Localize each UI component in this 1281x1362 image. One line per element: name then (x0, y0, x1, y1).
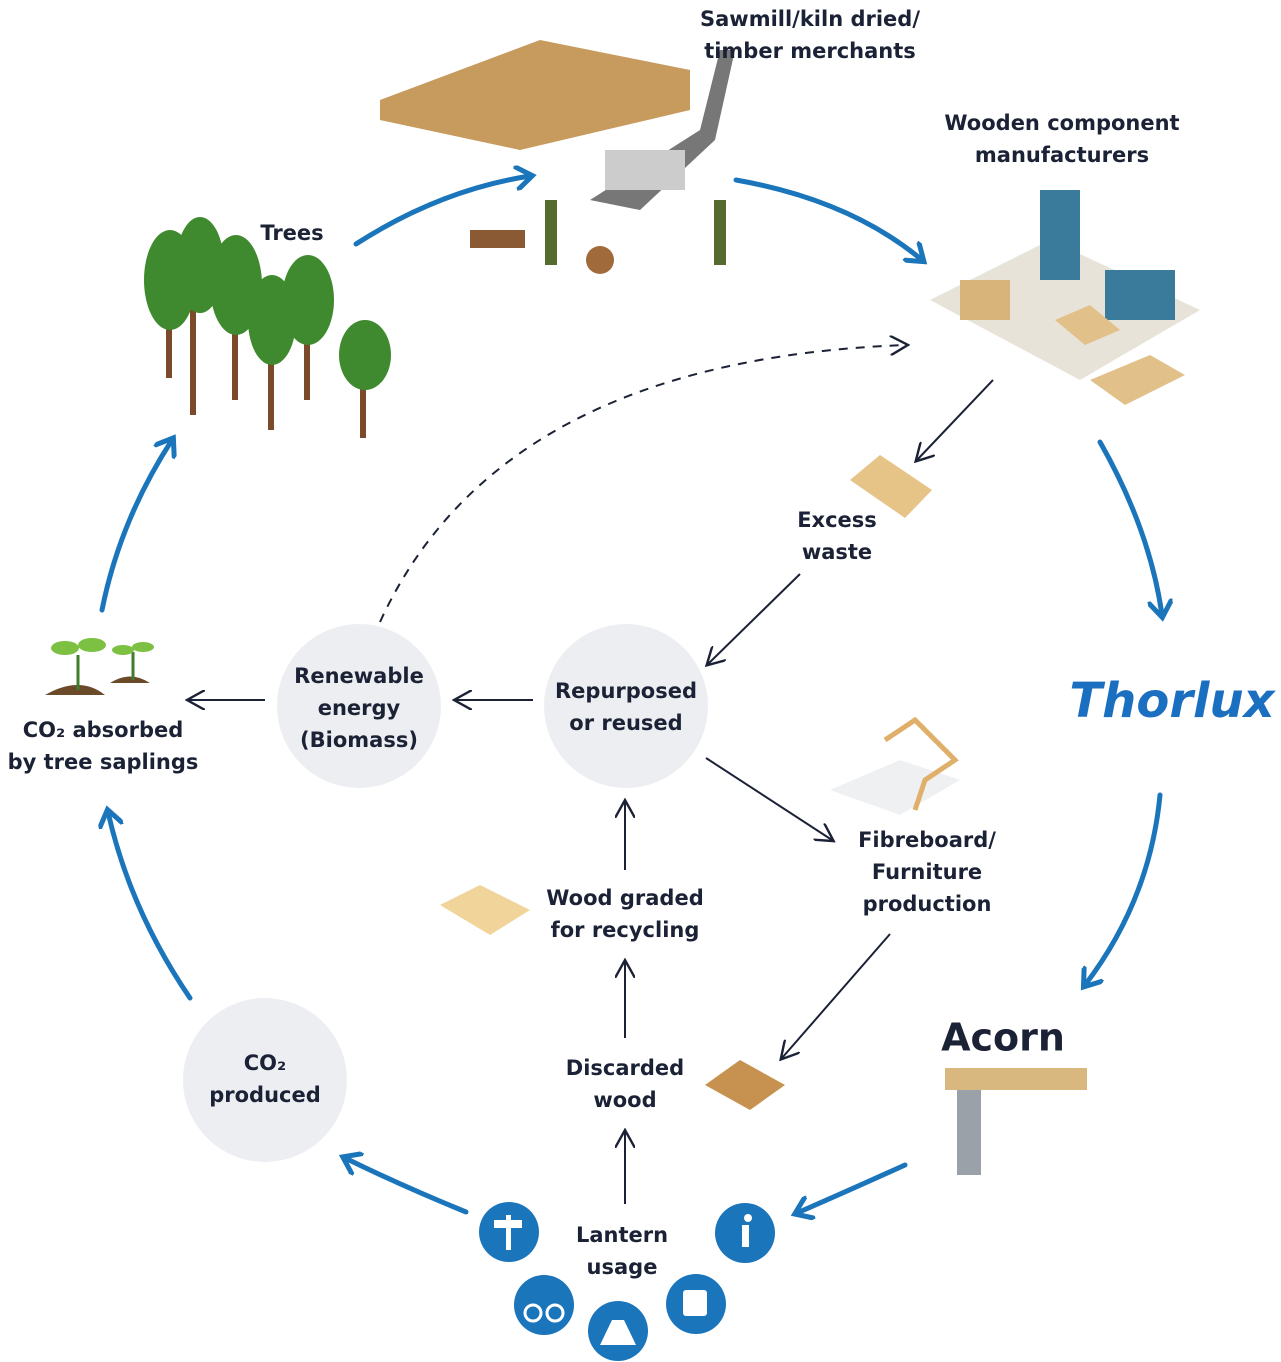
node-label: produced (209, 1083, 321, 1107)
node-circle (183, 998, 347, 1162)
node-label: energy (318, 696, 401, 720)
factory-illustration (930, 190, 1200, 405)
acorn-logo: Acorn (941, 1016, 1065, 1060)
node-label: Wooden component (944, 111, 1179, 135)
node-label: CO₂ absorbed (23, 718, 184, 742)
node-circle (544, 624, 708, 788)
node-label: Trees (260, 221, 323, 245)
diagram: Sawmill/kiln dried/ timber merchants Tre… (0, 0, 1281, 1362)
saplings (45, 638, 154, 695)
node-label: or reused (569, 711, 682, 735)
node-label: Sawmill/kiln dried/ (700, 7, 920, 31)
node-label: wood (593, 1088, 656, 1112)
thorlux-logo: Thorlux (1069, 673, 1276, 729)
node-label: Renewable (294, 664, 424, 688)
node-label: Wood graded (546, 886, 703, 910)
node-label: Excess (797, 508, 877, 532)
node-label: usage (587, 1255, 658, 1279)
node-label: Repurposed (555, 679, 697, 703)
node-label: waste (802, 540, 872, 564)
acorn-lantern (945, 1068, 1087, 1175)
node-label: production (863, 892, 992, 916)
node-label: manufacturers (975, 143, 1149, 167)
node-label: Discarded (566, 1056, 684, 1080)
node-label: Fibreboard/ (858, 828, 996, 852)
node-label: Lantern (576, 1223, 668, 1247)
node-label: timber merchants (704, 39, 916, 63)
node-label: for recycling (551, 918, 700, 942)
trees-illustration (144, 217, 391, 438)
node-label: by tree saplings (8, 750, 199, 774)
node-label: (Biomass) (300, 728, 418, 752)
node-label: CO₂ (244, 1051, 286, 1075)
sawmill-illustration (380, 40, 735, 274)
wood-icons (440, 455, 960, 1110)
node-label: Furniture (872, 860, 982, 884)
